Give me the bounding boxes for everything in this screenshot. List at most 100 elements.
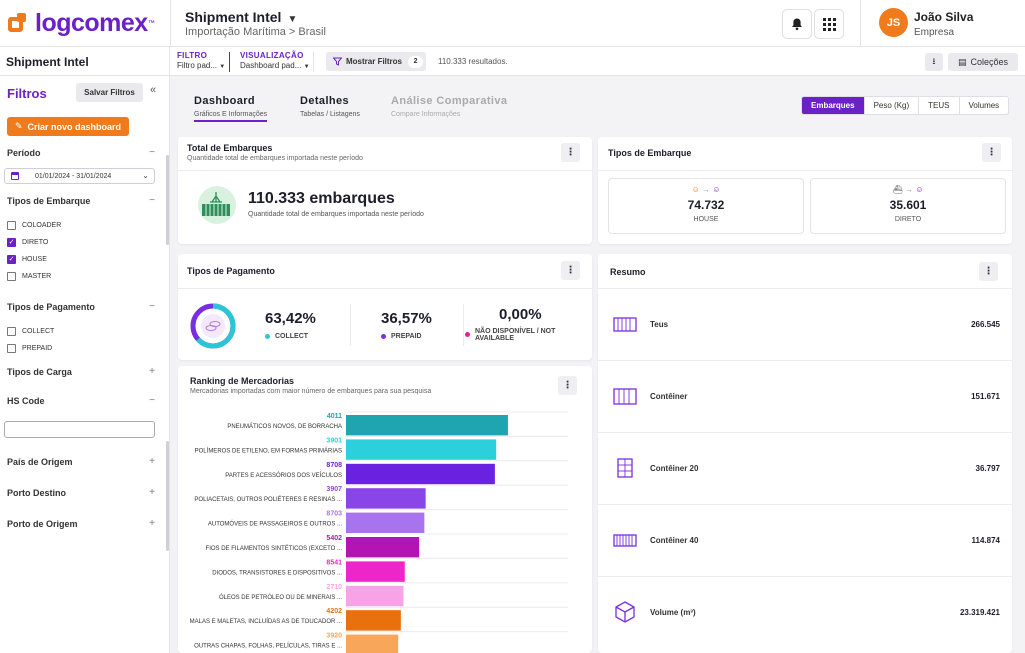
bar-code-label: 4202: [326, 608, 342, 615]
pencil-icon: ✎: [14, 121, 23, 131]
metric-embarques[interactable]: Embarques: [802, 97, 864, 114]
bar-4011[interactable]: [346, 415, 508, 436]
user-company: Empresa: [914, 27, 955, 38]
resumo-row-conteiner: Contêiner 151.671: [598, 361, 1012, 433]
section-porto-destino[interactable]: Porto Destino +: [7, 487, 155, 498]
collapse-icon: −: [149, 301, 155, 312]
notifications-button[interactable]: [782, 9, 812, 39]
section-porto-origem[interactable]: Porto de Origem +: [7, 518, 155, 529]
metric-volumes[interactable]: Volumes: [958, 97, 1009, 114]
section-tipos-pagamento[interactable]: Tipos de Pagamento −: [7, 301, 155, 312]
expand-icon: +: [149, 366, 155, 377]
avatar[interactable]: JS: [879, 8, 908, 37]
container-20-icon: [617, 458, 633, 478]
checkbox-prepaid[interactable]: PREPAID: [7, 344, 52, 353]
collapse-sidebar-icon[interactable]: «: [150, 84, 157, 96]
more-options-icon[interactable]: ⋮: [561, 261, 580, 280]
checkbox-house[interactable]: ✓ HOUSE: [7, 255, 47, 264]
more-options-icon[interactable]: ⋮: [558, 376, 577, 395]
section-tipos-embarque[interactable]: Tipos de Embarque −: [7, 195, 155, 206]
caret-down-icon: ▼: [219, 64, 226, 70]
download-button[interactable]: ⭳: [925, 53, 943, 71]
tab-dashboard[interactable]: Dashboard Gráficos E Informações: [194, 95, 268, 122]
hs-code-input[interactable]: [4, 421, 155, 438]
expand-icon: +: [149, 487, 155, 498]
user-name[interactable]: João Silva: [914, 10, 974, 24]
resumo-row-conteiner-20: Contêiner 20 36.797: [598, 433, 1012, 505]
checkbox-coloader[interactable]: COLOADER: [7, 221, 61, 230]
collect-pct: 63,42%: [265, 310, 316, 327]
bar-3920[interactable]: [346, 634, 399, 653]
filter-icon: [333, 57, 342, 66]
checkbox-direto[interactable]: ✓ DIRETO: [7, 238, 49, 247]
expand-icon: +: [149, 518, 155, 529]
filtro-select[interactable]: FILTRO Filtro pad... ▼: [177, 51, 226, 70]
bar-category-label: OUTRAS CHAPAS, FOLHAS, PELÍCULAS, TIRAS …: [194, 643, 342, 650]
bar-4202[interactable]: [346, 610, 401, 631]
expand-icon: +: [149, 456, 155, 467]
bar-8708[interactable]: [346, 463, 495, 485]
section-pais-origem[interactable]: País de Origem +: [7, 456, 155, 467]
bar-code-label: 3920: [326, 633, 342, 640]
card-tipos-pagamento: [178, 254, 592, 360]
card-title: Tipos de Pagamento: [187, 266, 275, 276]
bar-code-label: 8703: [326, 511, 342, 518]
card-resumo: [598, 254, 1012, 653]
more-options-icon[interactable]: ⋮: [982, 143, 1001, 162]
bar-8703[interactable]: [346, 512, 425, 533]
metric-peso[interactable]: Peso (Kg): [863, 97, 919, 114]
bar-3901[interactable]: [346, 439, 497, 460]
bar-code-label: 8708: [326, 462, 342, 469]
sidebar-title: Shipment Intel: [0, 47, 169, 76]
tipo-house: ☺ → ☺ 74.732 HOUSE: [608, 178, 804, 234]
app-title[interactable]: Shipment Intel ▼: [185, 9, 298, 25]
section-tipos-carga[interactable]: Tipos de Carga +: [7, 366, 155, 377]
section-hs-code[interactable]: HS Code −: [7, 395, 155, 406]
save-filters-button[interactable]: Salvar Filtros: [76, 83, 143, 102]
sidebar: Shipment Intel Filtros Salvar Filtros « …: [0, 47, 170, 653]
bar-5402[interactable]: [346, 537, 420, 558]
total-embarques-value: 110.333 embarques: [248, 190, 395, 207]
top-bar: logcomex ™ Shipment Intel ▼ Importação Ma…: [0, 0, 1025, 47]
bar-2710[interactable]: [346, 585, 404, 607]
logo-mark-icon: [8, 12, 30, 35]
bar-code-label: 4011: [327, 413, 342, 420]
show-filters-button[interactable]: Mostrar Filtros 2: [326, 52, 426, 71]
create-dashboard-button[interactable]: ✎ Criar novo dashboard: [7, 117, 129, 136]
checkbox-collect[interactable]: COLLECT: [7, 327, 54, 336]
tipo-direto: ⛴ → ☺ 35.601 DIRETO: [810, 178, 1006, 234]
card-subtitle: Quantidade total de embarques importada …: [187, 155, 363, 162]
container-ship-icon: [198, 186, 236, 224]
tab-detalhes[interactable]: Detalhes Tabelas / Listagens: [300, 95, 360, 118]
calendar-icon: [11, 172, 19, 180]
collections-button[interactable]: ▤ Coleções: [948, 53, 1018, 71]
tab-analise-comparativa[interactable]: Análise Comparativa Compare Informações: [391, 95, 508, 118]
bar-8541[interactable]: [346, 561, 405, 582]
bar-category-label: MALAS E MALETAS, INCLUÍDAS AS DE TOUCADO…: [190, 618, 343, 625]
date-range-picker[interactable]: 01/01/2024 - 31/01/2024 ⌄: [4, 168, 155, 184]
bar-3907[interactable]: [346, 488, 426, 509]
sidebar-scrollbar[interactable]: [166, 155, 169, 245]
logcomex-logo[interactable]: logcomex ™: [8, 9, 155, 38]
metric-teus[interactable]: TEUS: [918, 97, 958, 114]
collapse-icon: −: [149, 147, 155, 158]
caret-down-icon: ▼: [303, 64, 310, 70]
checkbox-master[interactable]: MASTER: [7, 272, 51, 281]
section-periodo[interactable]: Período −: [7, 147, 155, 158]
total-embarques-caption: Quantidade total de embarques importada …: [248, 211, 424, 218]
filter-bar: FILTRO Filtro pad... ▼ VISUALIZAÇÃO Dash…: [170, 47, 1025, 76]
more-options-icon[interactable]: ⋮: [561, 143, 580, 162]
card-total-embarques: [178, 137, 592, 244]
sidebar-scrollbar-lower[interactable]: [166, 441, 169, 551]
prepaid-pct: 36,57%: [381, 310, 432, 327]
apps-button[interactable]: [814, 9, 844, 39]
collapse-icon: −: [149, 195, 155, 206]
visualizacao-select[interactable]: VISUALIZAÇÃO Dashboard pad... ▼: [240, 51, 310, 70]
more-options-icon[interactable]: ⋮: [979, 262, 998, 281]
bar-code-label: 5402: [326, 535, 342, 542]
resumo-row-teus: Teus 266.545: [598, 289, 1012, 361]
ship-arrow-person-icon: ⛴ → ☺: [892, 185, 924, 194]
card-title: Resumo: [610, 267, 646, 277]
bar-category-label: AUTOMÓVEIS DE PASSAGEIROS E OUTROS ...: [208, 521, 342, 528]
collections-icon: ▤: [957, 56, 967, 67]
